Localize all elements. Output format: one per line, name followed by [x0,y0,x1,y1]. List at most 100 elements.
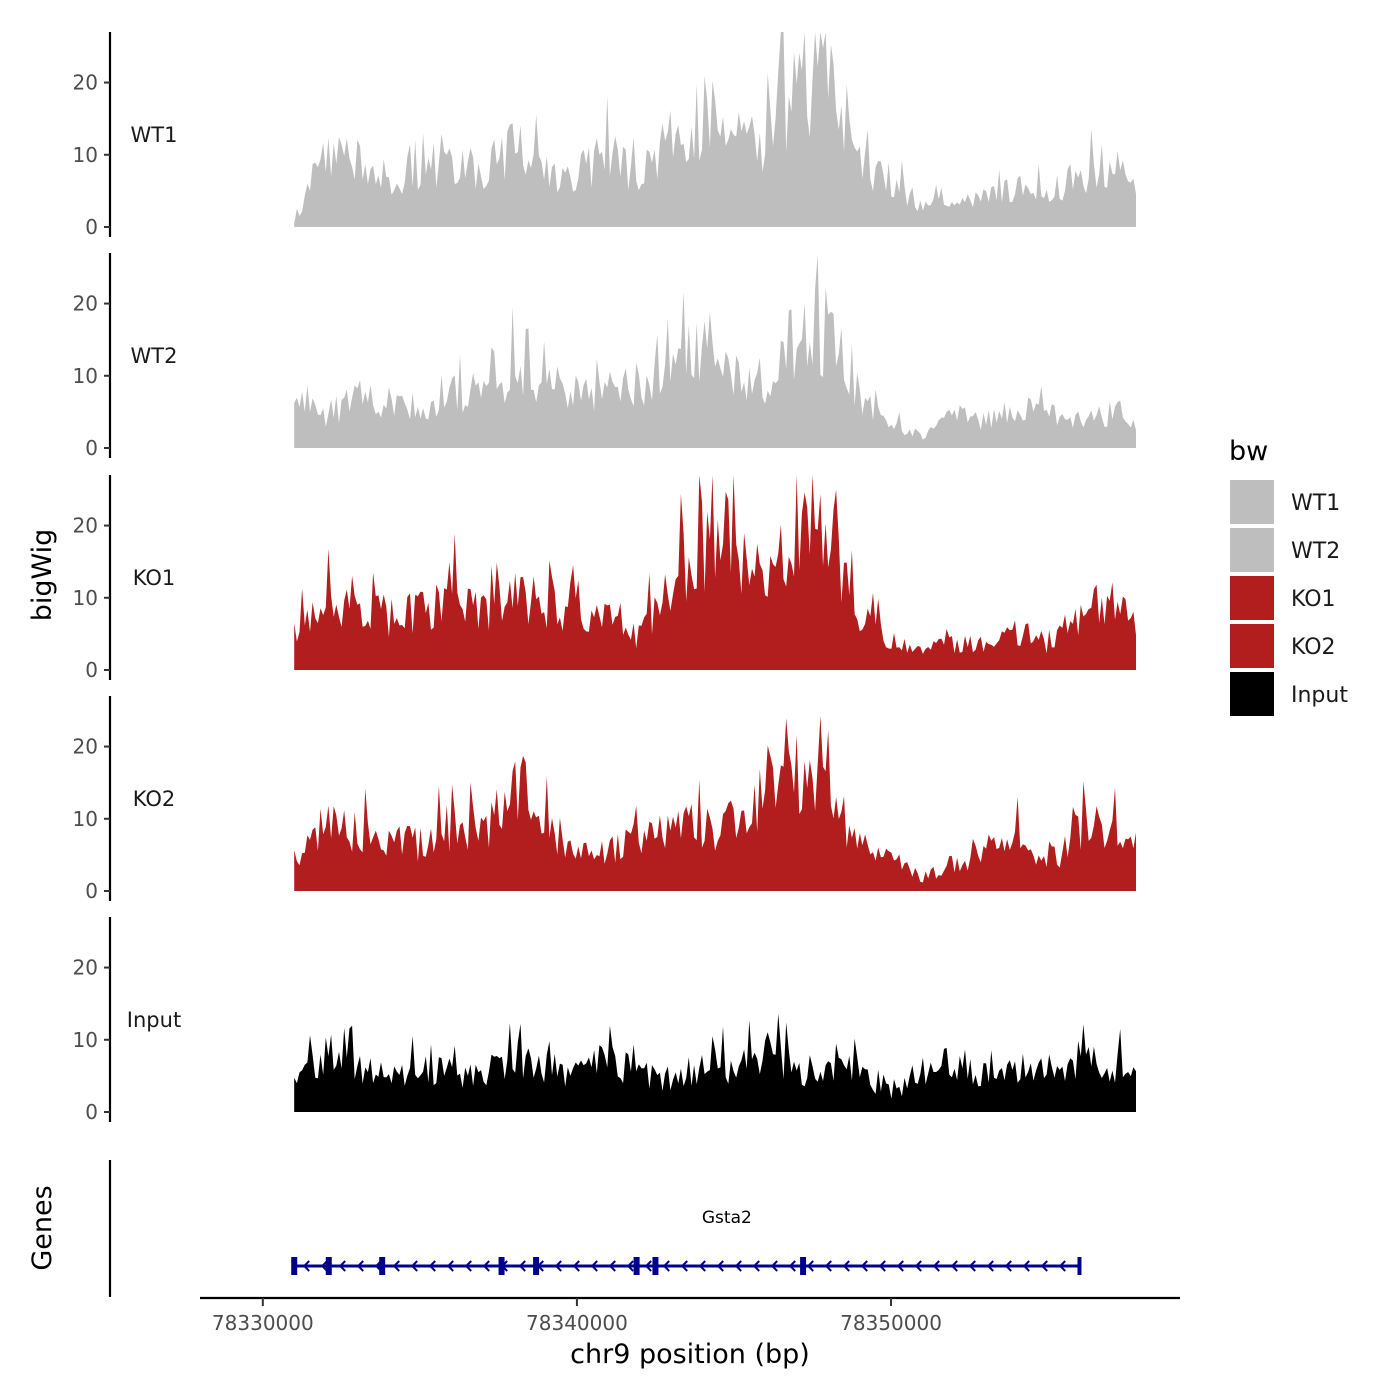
genes-panel: Gsta2 [108,1160,1082,1297]
y-tick-label: 20 [73,735,98,759]
y-tick-label: 20 [73,514,98,538]
strand-arrow [878,1260,886,1272]
strand-arrow [1004,1260,1012,1272]
legend-label-ko1: KO1 [1291,587,1336,612]
strand-arrow [842,1260,850,1272]
strand-arrow [428,1260,436,1272]
strand-arrow [356,1260,364,1272]
track-label-wt2: WT2 [131,344,178,368]
legend-label-wt2: WT2 [1291,539,1340,564]
strand-arrow [806,1260,814,1272]
track-label-input: Input [127,1008,181,1032]
strand-arrow [608,1260,616,1272]
legend-label-input: Input [1291,683,1348,708]
strand-arrow [554,1260,562,1272]
x-tick-label: 78340000 [526,1311,628,1335]
y-axis-title: bigWig [27,529,58,622]
track-label-ko1: KO1 [133,566,176,590]
strand-arrow [734,1260,742,1272]
strand-arrow [446,1260,454,1272]
strand-arrow [338,1260,346,1272]
strand-arrow [770,1260,778,1272]
legend-label-wt1: WT1 [1291,491,1340,516]
coverage-tracks: 0 10 20 WT1 0 10 20 WT2 0 10 20 KO1 0 10 20 KO2 0 10 20 Inp… [73,32,1136,1124]
strand-arrow [626,1260,634,1272]
genes-axis-title: Genes [27,1185,58,1270]
strand-arrow [392,1260,400,1272]
gene-exon [1077,1257,1082,1275]
x-axis-title: chr9 position (bp) [570,1339,810,1370]
gene-exon [325,1257,332,1275]
track-wt2: 0 10 20 WT2 [73,253,1136,460]
legend-label-ko2: KO2 [1291,635,1336,660]
gene-exon [291,1257,298,1275]
strand-arrow [320,1260,328,1272]
legend-swatch-ko2 [1230,624,1274,668]
y-tick-label: 10 [73,364,98,388]
legend: bw WT1 WT2 KO1 KO2 Input [1229,436,1348,716]
strand-arrow [824,1260,832,1272]
legend-swatch-input [1230,672,1274,716]
y-tick-label: 20 [73,71,98,95]
strand-arrow [680,1260,688,1272]
track-label-ko2: KO2 [133,787,176,811]
strand-arrow [1040,1260,1048,1272]
strand-arrow [896,1260,904,1272]
coverage-area-ko2 [294,715,1136,891]
y-tick-label: 0 [85,1100,98,1124]
gene-exon [533,1257,540,1275]
x-tick-label: 78350000 [840,1311,942,1335]
legend-swatch-ko1 [1230,576,1274,620]
y-tick-label: 0 [85,215,98,239]
legend-title: bw [1229,436,1268,467]
strand-arrow [752,1260,760,1272]
track-ko2: 0 10 20 KO2 [73,696,1136,903]
strand-arrow [986,1260,994,1272]
y-tick-label: 20 [73,956,98,980]
strand-arrow [302,1260,310,1272]
gene-exon [800,1257,807,1275]
y-tick-label: 10 [73,1028,98,1052]
strand-arrow [860,1260,868,1272]
track-label-wt1: WT1 [131,123,178,147]
strand-arrow [788,1260,796,1272]
strand-arrow [482,1260,490,1272]
track-ko1: 0 10 20 KO1 [73,475,1136,682]
gene-exon [379,1257,386,1275]
strand-arrow [518,1260,526,1272]
gene-exon [652,1257,659,1275]
coverage-area-ko1 [294,475,1136,670]
strand-arrow [914,1260,922,1272]
y-tick-label: 0 [85,658,98,682]
strand-arrow [698,1260,706,1272]
y-tick-label: 0 [85,879,98,903]
strand-arrow [662,1260,670,1272]
gene-exon [633,1257,640,1275]
strand-arrow [950,1260,958,1272]
strand-arrow [716,1260,724,1272]
y-tick-label: 10 [73,807,98,831]
coverage-area-wt1 [294,32,1136,227]
y-tick-label: 0 [85,436,98,460]
strand-arrow [968,1260,976,1272]
strand-arrow [932,1260,940,1272]
strand-arrow [1022,1260,1030,1272]
coverage-area-input [294,1013,1136,1112]
legend-swatch-wt2 [1230,528,1274,572]
y-tick-label: 10 [73,143,98,167]
y-tick-label: 20 [73,292,98,316]
track-wt1: 0 10 20 WT1 [73,32,1136,239]
strand-arrow [644,1260,652,1272]
strand-arrow [410,1260,418,1272]
coverage-area-wt2 [294,254,1136,448]
x-axis: 78330000 78340000 78350000 [200,1296,1180,1335]
strand-arrow [464,1260,472,1272]
gene-exon [498,1257,505,1275]
legend-swatch-wt1 [1230,480,1274,524]
strand-arrow [572,1260,580,1272]
x-tick-label: 78330000 [212,1311,314,1335]
y-tick-label: 10 [73,586,98,610]
track-input: 0 10 20 Input [73,917,1136,1124]
strand-arrow [590,1260,598,1272]
